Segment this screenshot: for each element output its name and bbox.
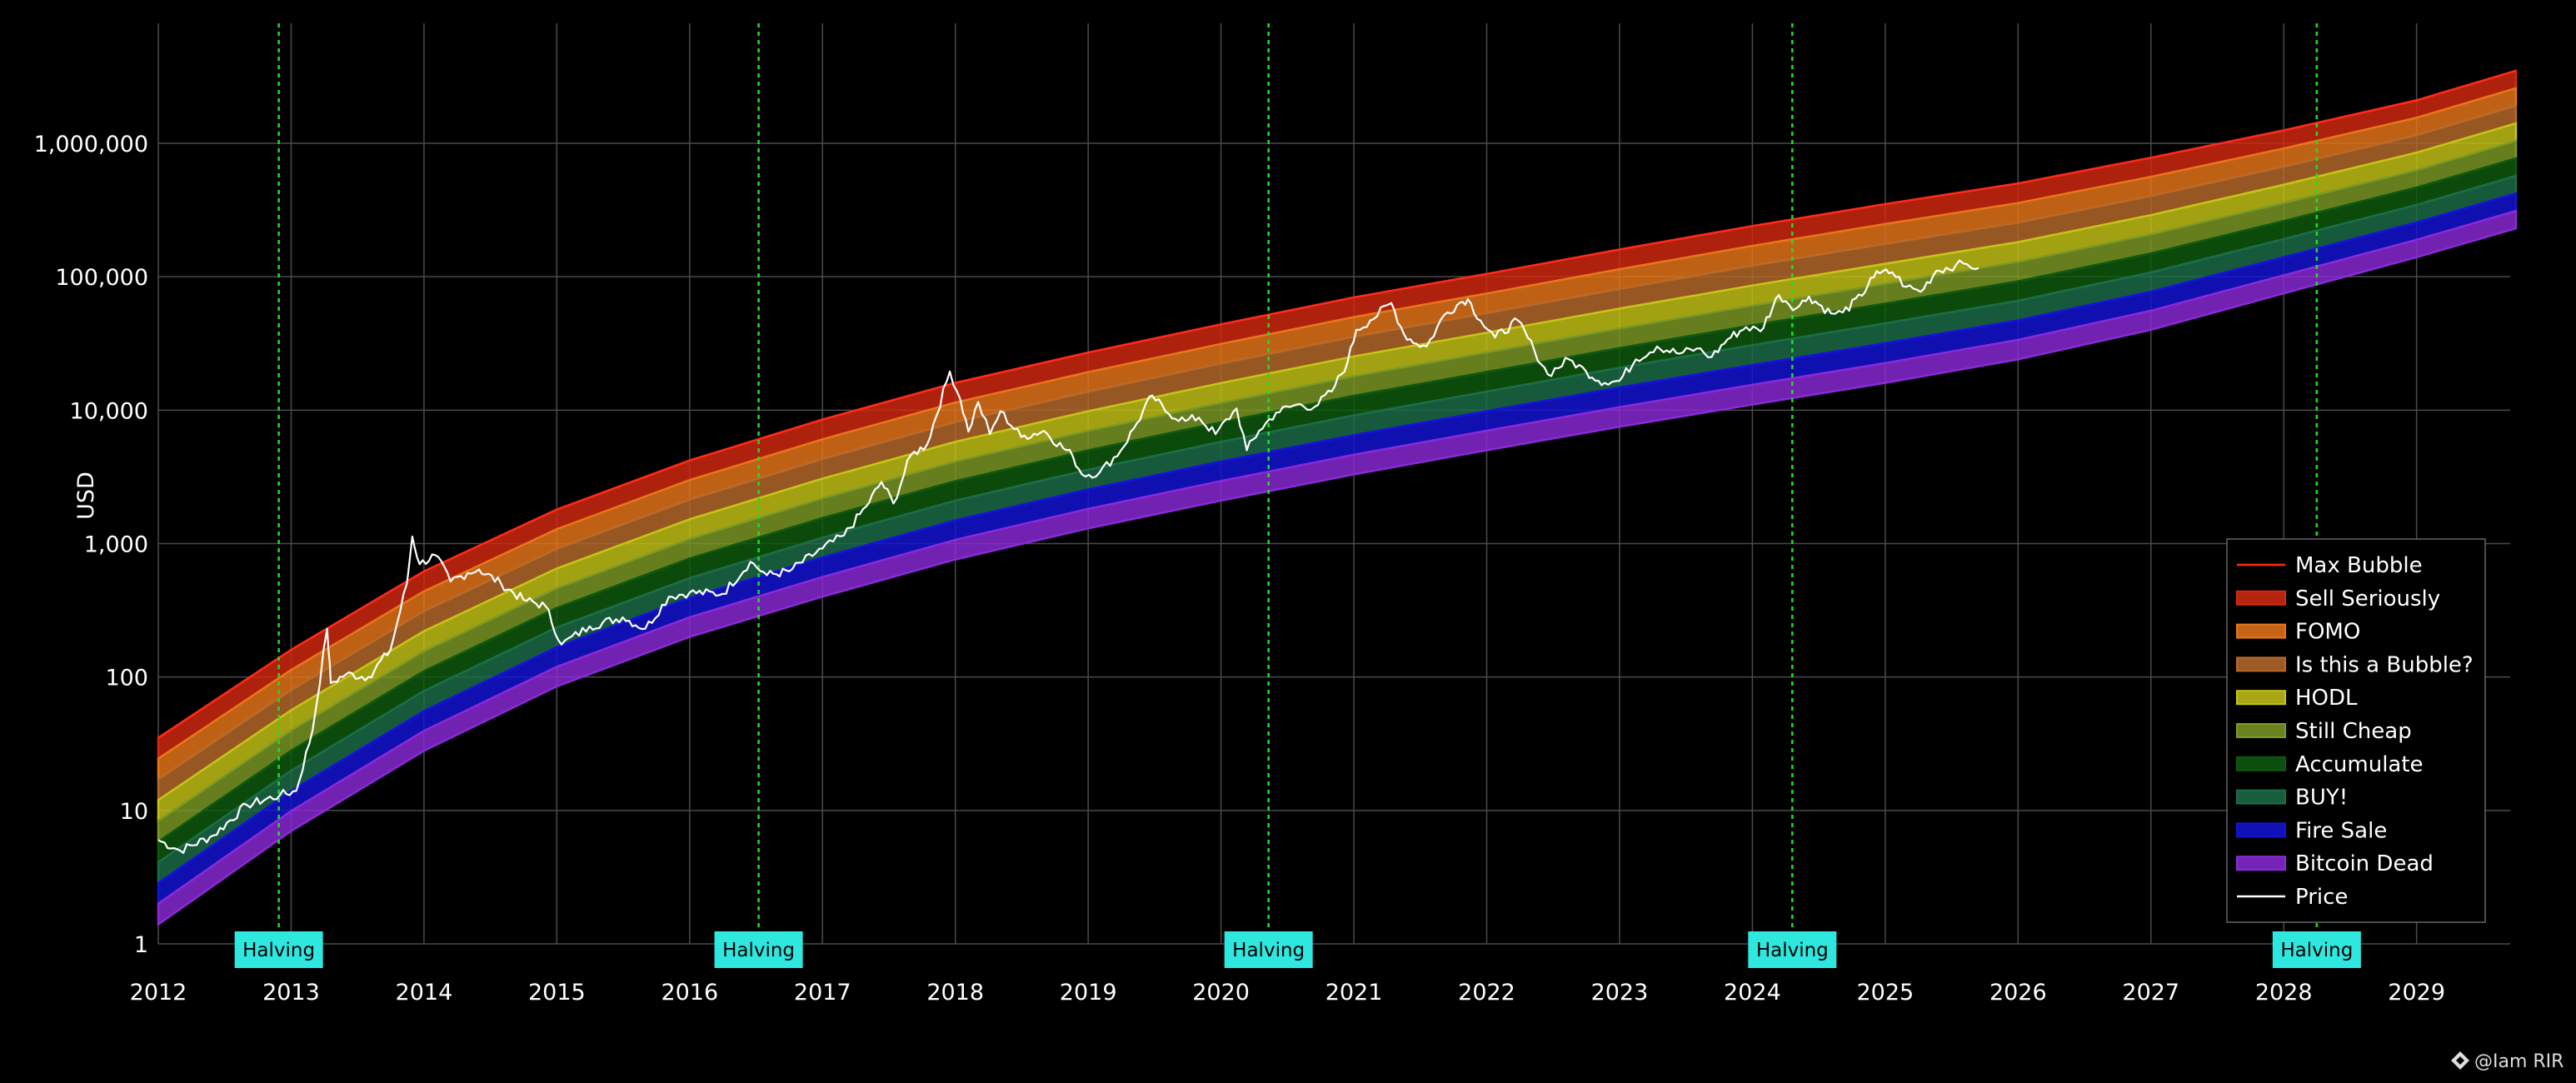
- x-tick-label: 2028: [2255, 980, 2313, 1006]
- x-tick-label: 2021: [1325, 980, 1383, 1006]
- y-axis-title: USD: [73, 472, 99, 520]
- halving-label: Halving: [242, 940, 315, 961]
- max-bubble-line: [157, 69, 2517, 739]
- axes: USD 2012 2013 2014 2015 2016 2017 2018 2019 2020…: [34, 132, 2445, 1006]
- legend-label: Price: [2295, 885, 2348, 910]
- x-tick-label: 2017: [794, 980, 851, 1006]
- x-tick-label: 2015: [528, 980, 586, 1006]
- legend-swatch: [2236, 656, 2286, 672]
- binance-diamond-icon: [2451, 1051, 2469, 1070]
- legend-swatch: [2236, 822, 2286, 838]
- legend-swatch: [2236, 690, 2286, 706]
- x-tick-label: 2014: [396, 980, 453, 1006]
- legend-item-max-bubble[interactable]: Max Bubble: [2237, 553, 2423, 578]
- x-tick-label: 2025: [1856, 980, 1914, 1006]
- legend-label: FOMO: [2295, 620, 2360, 645]
- legend-item-sell-seriously[interactable]: Sell Seriously: [2236, 586, 2440, 611]
- y-tick-label: 100,000: [55, 265, 148, 291]
- legend-label: HODL: [2295, 686, 2358, 711]
- halving-badge: [234, 931, 323, 968]
- x-tick-label: 2023: [1591, 980, 1649, 1006]
- legend-label: Max Bubble: [2295, 553, 2423, 578]
- legend-label: Is this a Bubble?: [2295, 652, 2474, 677]
- legend-swatch: [2236, 789, 2286, 805]
- legend-label: Fire Sale: [2295, 818, 2387, 843]
- legend[interactable]: Max Bubble Sell Seriously FOMO Is this a Bu…: [2226, 538, 2486, 923]
- legend-item-fire-sale[interactable]: Fire Sale: [2236, 818, 2387, 843]
- legend-swatch: [2236, 856, 2286, 871]
- halving-label: Halving: [1232, 940, 1305, 961]
- x-tick-label: 2026: [1989, 980, 2047, 1006]
- y-tick-label: 1,000: [84, 532, 148, 558]
- legend-item-price[interactable]: Price: [2237, 885, 2348, 910]
- legend-item-fomo[interactable]: FOMO: [2236, 620, 2360, 645]
- legend-swatch: [2236, 723, 2286, 738]
- legend-label: Still Cheap: [2295, 719, 2412, 744]
- x-tick-label: 2012: [130, 980, 187, 1006]
- legend-item-still-cheap[interactable]: Still Cheap: [2236, 719, 2412, 744]
- x-tick-label: 2016: [661, 980, 718, 1006]
- halving-badge: [2272, 931, 2361, 968]
- x-tick-label: 2022: [1458, 980, 1515, 1006]
- halving-badge: [1748, 931, 1837, 968]
- legend-item-hodl[interactable]: HODL: [2236, 686, 2358, 711]
- halving-label: Halving: [2280, 940, 2353, 961]
- legend-item-buy[interactable]: BUY!: [2236, 786, 2348, 811]
- x-tick-label: 2019: [1060, 980, 1117, 1006]
- x-tick-label: 2024: [1724, 980, 1781, 1006]
- legend-swatch: [2236, 623, 2286, 639]
- rainbow-bands: [157, 69, 2518, 927]
- x-tick-label: 2029: [2388, 980, 2445, 1006]
- legend-label: Accumulate: [2295, 752, 2424, 777]
- halving-label: Halving: [1756, 940, 1829, 961]
- band-bitcoin-dead: [157, 209, 2518, 927]
- x-tick-label: 2018: [926, 980, 984, 1006]
- watermark: @Iam RIR: [2451, 1051, 2564, 1072]
- legend-swatch: [2236, 590, 2286, 606]
- y-tick-label: 1: [134, 932, 148, 958]
- y-tick-label: 10: [120, 799, 148, 825]
- price-line-layer: [157, 259, 1979, 855]
- legend-item-accumulate[interactable]: Accumulate: [2236, 752, 2424, 777]
- halving-badge: [1224, 931, 1313, 968]
- gridlines: [157, 23, 2510, 945]
- legend-item-bitcoin-dead[interactable]: Bitcoin Dead: [2236, 851, 2434, 876]
- x-tick-label: 2020: [1192, 980, 1250, 1006]
- halving-badge: [714, 931, 803, 968]
- legend-swatch: [2236, 756, 2286, 771]
- price-line: [157, 259, 1979, 855]
- y-tick-label: 10,000: [70, 398, 148, 424]
- y-tick-label: 100: [105, 666, 148, 691]
- watermark-text: @Iam RIR: [2474, 1051, 2564, 1072]
- y-tick-label: 1,000,000: [34, 132, 148, 157]
- legend-item-is-this-a-bubble[interactable]: Is this a Bubble?: [2236, 652, 2474, 677]
- x-tick-label: 2013: [262, 980, 320, 1006]
- legend-label: Bitcoin Dead: [2295, 851, 2434, 876]
- legend-label: Sell Seriously: [2295, 586, 2440, 611]
- x-tick-label: 2027: [2122, 980, 2179, 1006]
- halving-label: Halving: [722, 940, 795, 961]
- legend-label: BUY!: [2295, 786, 2348, 811]
